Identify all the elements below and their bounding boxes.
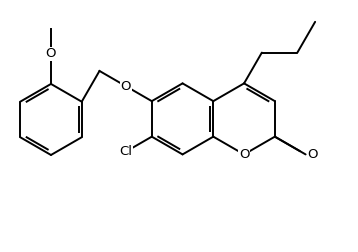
Text: O: O bbox=[239, 148, 249, 161]
Text: O: O bbox=[308, 148, 318, 161]
Text: O: O bbox=[120, 80, 131, 92]
Text: Cl: Cl bbox=[119, 145, 132, 158]
Text: O: O bbox=[46, 47, 56, 60]
